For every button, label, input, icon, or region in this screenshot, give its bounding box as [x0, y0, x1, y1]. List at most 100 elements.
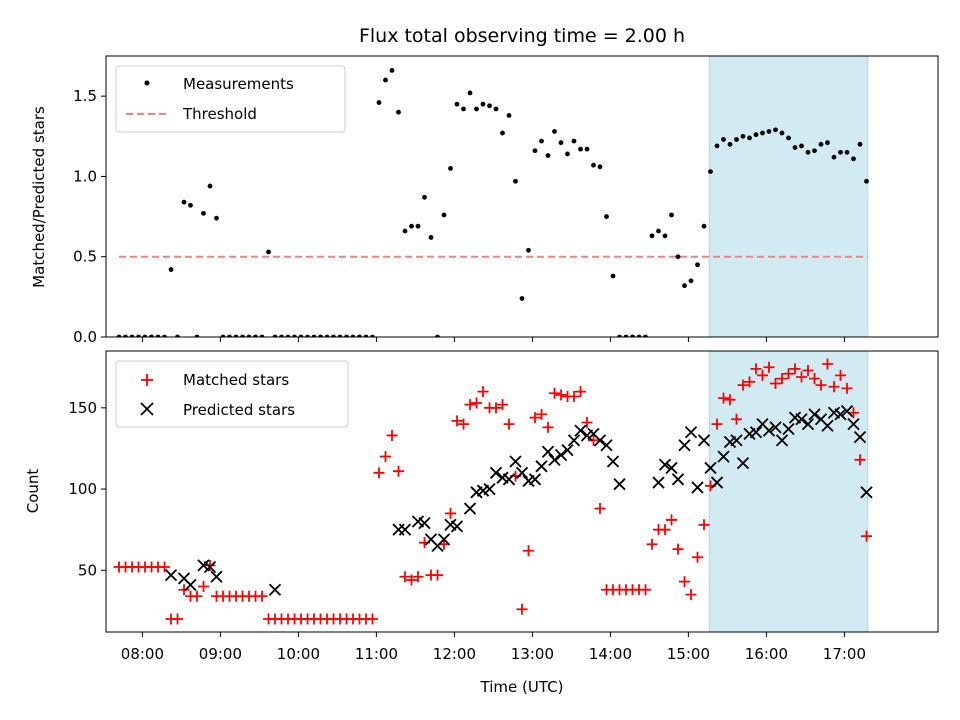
measurements-point — [818, 141, 824, 147]
x-tick-label: 14:00 — [589, 645, 632, 663]
predicted-stars-point — [535, 460, 548, 473]
measurements-point — [188, 202, 193, 208]
chart-title: Flux total observing time = 2.00 h — [359, 25, 685, 47]
matched-stars-point — [490, 402, 502, 414]
matched-stars-point — [828, 381, 840, 393]
count-panel-legend-box — [115, 360, 349, 428]
measurements-point — [617, 334, 622, 337]
matched-stars-point — [672, 543, 684, 555]
matched-stars-point — [575, 386, 586, 398]
ratio-panel-legend-box — [115, 65, 346, 133]
measurements-point — [578, 146, 583, 152]
y-tick-label: 100 — [68, 480, 97, 498]
measurements-point — [415, 223, 421, 229]
measurements-point — [383, 77, 388, 83]
measurements-point — [389, 68, 395, 73]
matched-stars-point — [198, 581, 209, 593]
legend-predicted-stars-marker — [140, 402, 154, 416]
matched-stars-point — [516, 603, 528, 615]
measurements-point — [864, 178, 869, 184]
count-panel: 50 100 150 08:00 09:00 10:00 11:00 12:00 13:00 1… — [24, 350, 939, 696]
matched-stars-point — [412, 571, 424, 583]
matched-stars-point — [204, 559, 216, 571]
matched-stars-point — [776, 373, 788, 385]
measurements-point — [662, 233, 668, 239]
matched-stars-point — [841, 382, 853, 394]
predicted-stars-point — [203, 560, 217, 574]
measurements-point — [649, 233, 655, 239]
measurements-point — [324, 334, 330, 337]
matched-stars-point — [555, 389, 567, 401]
predicted-stars-point — [210, 570, 223, 583]
predicted-stars-point — [704, 461, 717, 475]
measurements-point — [344, 334, 349, 337]
measurements-point — [448, 166, 453, 171]
measurements-point — [337, 334, 343, 337]
predicted-stars-point — [840, 404, 854, 418]
measurements-point — [643, 334, 648, 337]
predicted-stars-point — [665, 461, 678, 475]
predicted-stars-point — [600, 439, 613, 452]
measurements-point — [116, 334, 122, 337]
predicted-stars-point — [398, 523, 412, 536]
measurements-point — [441, 212, 447, 218]
matched-stars-point — [692, 551, 703, 563]
predicted-stars-point — [489, 466, 503, 479]
measurements-point — [623, 334, 629, 337]
x-tick-label: 16:00 — [745, 645, 788, 663]
matched-stars-point — [549, 387, 560, 399]
y-tick-label: 1.5 — [73, 87, 97, 105]
matched-stars-point — [770, 377, 781, 389]
matched-stars-point — [724, 394, 736, 406]
matched-stars-point — [178, 584, 190, 596]
measurements-point — [656, 228, 661, 234]
measurements-point — [246, 334, 252, 337]
measurements-point — [779, 130, 785, 136]
predicted-stars-point — [678, 439, 691, 452]
measurements-point — [350, 334, 356, 337]
count-panel-frame — [105, 350, 939, 633]
measurements-point — [682, 283, 687, 289]
matched-stars-point — [503, 418, 515, 430]
y-tick-label: 50 — [78, 561, 97, 579]
predicted-stars-point — [684, 426, 698, 439]
measurements-point — [610, 273, 616, 279]
predicted-stars-point — [847, 417, 860, 431]
predicted-stars-point — [834, 408, 847, 421]
predicted-stars-point — [463, 502, 477, 515]
matched-stars-point — [783, 368, 794, 380]
measurements-point — [474, 106, 479, 112]
measurements-point — [305, 334, 310, 337]
matched-stars-point — [445, 507, 456, 519]
measurements-point — [266, 249, 271, 255]
matched-stars-point — [542, 421, 554, 433]
measurements-point — [831, 154, 837, 160]
measurements-point — [766, 129, 772, 134]
measurements-point — [552, 129, 557, 134]
measurements-point — [422, 194, 427, 200]
measurements-point — [669, 212, 674, 218]
matched-stars-point — [536, 408, 547, 420]
measurements-point — [155, 334, 161, 337]
predicted-stars-point — [730, 434, 743, 447]
legend-predicted-stars-label: Predicted stars — [183, 401, 295, 419]
measurements-point — [675, 254, 681, 260]
measurements-point — [591, 162, 596, 168]
matched-stars-point — [731, 413, 742, 425]
measurements-point — [545, 153, 551, 158]
matched-stars-point — [497, 399, 508, 411]
count-panel-y-axis-label: Count — [24, 469, 42, 514]
matched-stars-point — [763, 361, 775, 373]
count-panel-shaded-span — [708, 350, 869, 633]
measurements-point — [331, 334, 336, 337]
x-tick-label: 08:00 — [121, 645, 164, 663]
matched-stars-point — [393, 465, 404, 477]
ratio-panel: 0.0 0.5 1.0 1.5 Matched/Predicted stars Mea… — [30, 55, 939, 346]
measurements-point — [318, 334, 323, 337]
measurements-point — [194, 334, 200, 337]
measurements-point — [467, 90, 473, 96]
predicted-stars-point — [821, 419, 834, 432]
x-tick-label: 13:00 — [511, 645, 554, 663]
x-tick-label: 17:00 — [823, 645, 866, 663]
measurements-point — [370, 334, 375, 337]
